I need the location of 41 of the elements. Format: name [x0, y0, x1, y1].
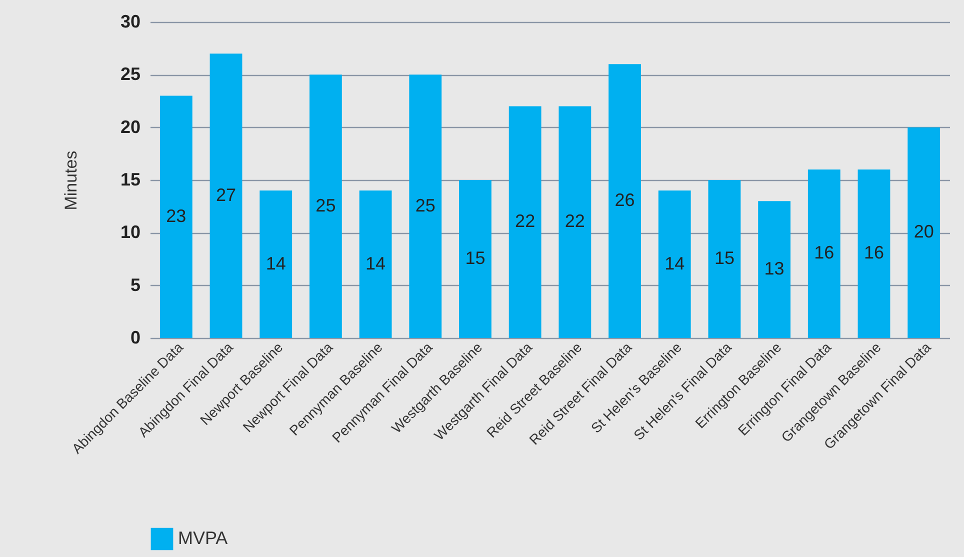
data-label: 13: [764, 258, 784, 279]
data-label: 27: [216, 184, 236, 205]
data-label: 14: [366, 253, 386, 274]
data-label: 25: [415, 195, 436, 216]
bar: [658, 190, 691, 338]
bar: [708, 180, 741, 338]
bar: [409, 74, 442, 338]
bar: [908, 127, 940, 338]
y-tick-label: 10: [120, 222, 140, 242]
data-label: 14: [266, 253, 286, 274]
y-tick-label: 0: [130, 328, 140, 348]
data-label: 22: [564, 211, 585, 232]
bar: [160, 96, 192, 338]
data-label: 22: [515, 211, 536, 232]
legend-label: MVPA: [178, 528, 228, 548]
y-axis-title: Minutes: [61, 150, 80, 210]
y-tick-label: 20: [120, 116, 140, 137]
data-label: 16: [814, 242, 834, 263]
bar: [459, 180, 492, 338]
bar: [858, 169, 890, 338]
y-tick-label: 15: [120, 170, 140, 190]
data-label: 20: [914, 222, 934, 242]
bar: [808, 169, 840, 338]
bar: [508, 106, 542, 338]
data-label: 14: [664, 253, 685, 274]
bar: [310, 74, 342, 338]
data-label: 15: [465, 248, 486, 268]
y-tick-label: 25: [120, 64, 140, 84]
bar: [558, 106, 592, 338]
bar: [359, 190, 392, 338]
bar: [210, 54, 242, 338]
data-label: 15: [714, 248, 734, 268]
data-label: 16: [864, 242, 884, 263]
bar: [260, 190, 292, 338]
bar: [608, 64, 641, 338]
data-label: 23: [166, 206, 186, 226]
data-label: 25: [316, 195, 336, 216]
y-tick-label: 30: [120, 12, 140, 32]
y-tick-label: 5: [130, 274, 140, 295]
data-label: 26: [614, 190, 635, 210]
bar: [758, 201, 790, 338]
